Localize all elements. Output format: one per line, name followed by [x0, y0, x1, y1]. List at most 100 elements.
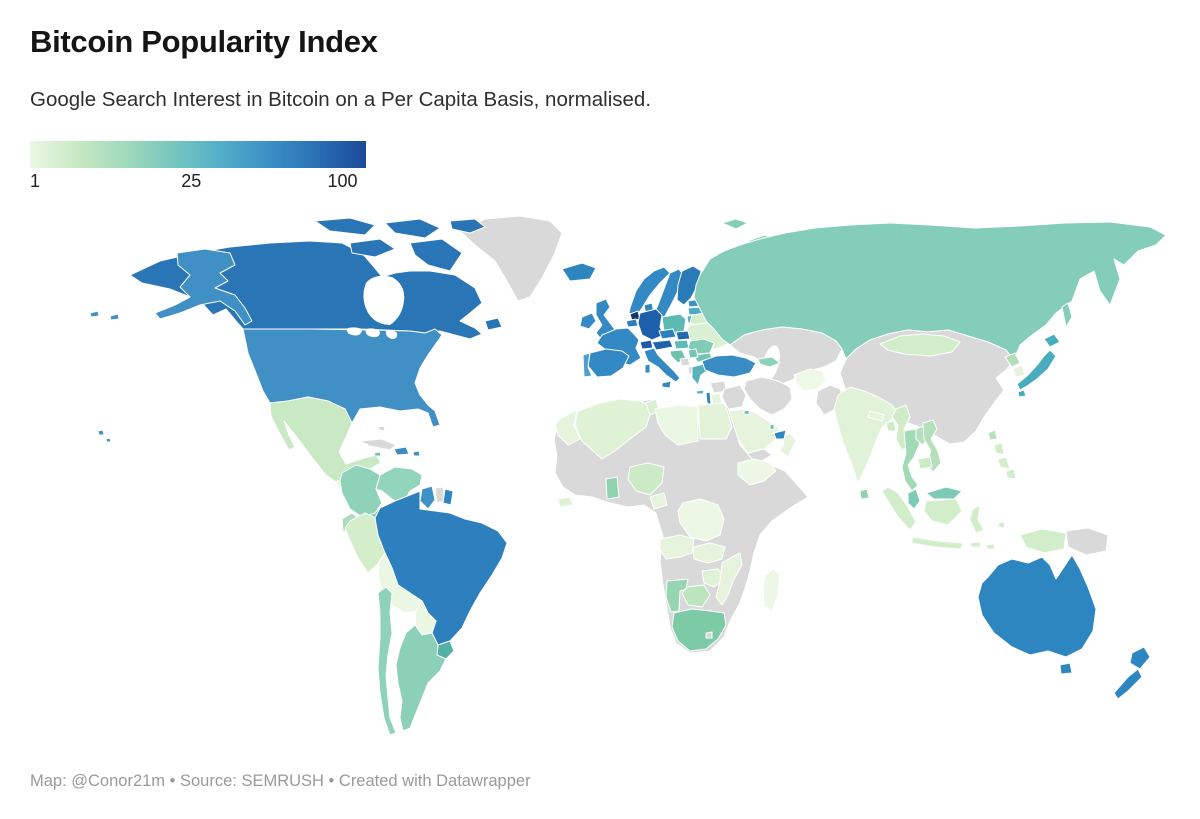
- country-australia-tasmania[interactable]: [1059, 662, 1073, 675]
- country-vietnam[interactable]: [922, 419, 942, 473]
- country-indonesia-sulawesi[interactable]: [969, 504, 985, 534]
- country-czechia[interactable]: [658, 328, 677, 340]
- country-madagascar[interactable]: [762, 568, 781, 612]
- country-guyana[interactable]: [419, 485, 436, 510]
- country-hungary[interactable]: [673, 339, 690, 350]
- country-colombia[interactable]: [339, 464, 383, 518]
- country-usa-aleutians[interactable]: [89, 310, 100, 318]
- country-bahamas[interactable]: [377, 425, 386, 432]
- country-south-africa[interactable]: [671, 608, 727, 652]
- country-sri-lanka[interactable]: [859, 488, 870, 500]
- country-malaysia-peninsula[interactable]: [907, 488, 921, 510]
- country-indonesia-lesser-sunda[interactable]: [985, 543, 996, 550]
- country-dominican-republic[interactable]: [393, 446, 410, 456]
- country-greece-crete[interactable]: [695, 389, 705, 395]
- country-afghanistan[interactable]: [793, 368, 827, 392]
- country-turkey[interactable]: [701, 354, 757, 378]
- country-iran[interactable]: [743, 376, 793, 416]
- country-ethiopia[interactable]: [737, 458, 777, 486]
- country-georgia-azerbaijan[interactable]: [757, 356, 781, 368]
- country-papua-new-guinea[interactable]: [1065, 527, 1109, 556]
- country-malaysia-borneo[interactable]: [925, 486, 963, 500]
- country-french-guiana[interactable]: [442, 488, 454, 506]
- country-spain[interactable]: [587, 348, 630, 378]
- country-slovakia[interactable]: [675, 330, 691, 341]
- country-mozambique[interactable]: [715, 552, 743, 606]
- country-taiwan[interactable]: [987, 429, 998, 441]
- country-japan-hokkaido[interactable]: [1043, 333, 1061, 348]
- country-italy[interactable]: [643, 347, 681, 383]
- country-italy-sicily[interactable]: [661, 380, 672, 389]
- country-israel[interactable]: [705, 391, 712, 406]
- country-indonesia-moluccas[interactable]: [997, 521, 1006, 529]
- country-indonesia-sumatra[interactable]: [881, 486, 917, 531]
- country-bosnia[interactable]: [679, 357, 691, 367]
- country-canada-arctic-island[interactable]: [314, 217, 376, 236]
- country-usa-hawaii[interactable]: [105, 437, 112, 443]
- country-north-korea[interactable]: [1004, 352, 1021, 368]
- country-usa-alaska[interactable]: [154, 248, 253, 326]
- country-indonesia-lesser-sunda[interactable]: [969, 541, 982, 548]
- country-philippines[interactable]: [997, 456, 1011, 470]
- country-canada-arctic-island[interactable]: [449, 218, 486, 234]
- country-cuba[interactable]: [359, 438, 397, 451]
- country-italy-sardinia[interactable]: [644, 363, 651, 374]
- country-austria[interactable]: [651, 339, 674, 351]
- country-chile[interactable]: [377, 586, 397, 736]
- country-indonesia-java[interactable]: [911, 536, 964, 550]
- country-usa-hawaii[interactable]: [97, 429, 105, 436]
- country-lesotho[interactable]: [705, 631, 713, 639]
- country-philippines[interactable]: [1005, 468, 1017, 480]
- country-uae[interactable]: [773, 429, 787, 440]
- country-south-korea[interactable]: [1012, 364, 1026, 378]
- country-botswana[interactable]: [681, 584, 711, 608]
- country-canada-arctic-island[interactable]: [349, 238, 396, 258]
- country-canada-newfoundland[interactable]: [484, 317, 503, 331]
- country-france[interactable]: [596, 327, 642, 366]
- country-cambodia[interactable]: [917, 456, 933, 470]
- country-canada-arctic-island[interactable]: [384, 218, 441, 239]
- country-bangladesh[interactable]: [885, 420, 897, 432]
- country-indonesia-papua[interactable]: [1019, 528, 1067, 554]
- country-jamaica[interactable]: [373, 451, 382, 457]
- country-algeria[interactable]: [574, 398, 651, 460]
- country-venezuela[interactable]: [375, 466, 423, 506]
- country-russia-sakhalin[interactable]: [1061, 302, 1073, 328]
- country-cameroon[interactable]: [649, 492, 668, 510]
- country-svalbard[interactable]: [721, 218, 749, 230]
- country-kuwait[interactable]: [743, 409, 750, 416]
- country-usa-aleutians[interactable]: [109, 313, 120, 321]
- country-libya[interactable]: [654, 404, 699, 446]
- country-greenland[interactable]: [459, 215, 563, 302]
- country-egypt[interactable]: [697, 402, 733, 440]
- country-serbia[interactable]: [687, 348, 699, 359]
- country-australia[interactable]: [977, 554, 1097, 658]
- country-angola[interactable]: [659, 534, 695, 560]
- country-switzerland[interactable]: [639, 339, 654, 350]
- country-nepal[interactable]: [867, 410, 885, 422]
- country-ireland[interactable]: [579, 312, 597, 330]
- country-drc[interactable]: [677, 498, 725, 542]
- country-indonesia-kalimantan[interactable]: [923, 498, 963, 526]
- country-new-zealand-north[interactable]: [1129, 646, 1151, 670]
- country-namibia[interactable]: [665, 578, 689, 613]
- country-mongolia[interactable]: [879, 333, 961, 357]
- country-iceland[interactable]: [561, 262, 597, 282]
- country-iraq[interactable]: [721, 384, 747, 410]
- country-india[interactable]: [833, 386, 899, 484]
- country-japan-kyushu[interactable]: [1017, 389, 1027, 398]
- country-brazil[interactable]: [374, 490, 508, 646]
- country-new-zealand-south[interactable]: [1113, 668, 1143, 700]
- country-nigeria[interactable]: [627, 462, 665, 496]
- country-senegal[interactable]: [557, 496, 574, 508]
- country-finland[interactable]: [676, 265, 702, 306]
- country-qatar[interactable]: [769, 423, 775, 431]
- country-peru[interactable]: [344, 512, 386, 574]
- country-portugal[interactable]: [582, 352, 593, 378]
- country-puerto-rico[interactable]: [412, 450, 421, 457]
- country-ghana[interactable]: [605, 476, 620, 500]
- country-argentina[interactable]: [395, 624, 447, 732]
- country-zambia[interactable]: [692, 542, 726, 564]
- country-kazakhstan-central-asia[interactable]: [729, 326, 843, 386]
- country-japan-honshu[interactable]: [1016, 349, 1057, 391]
